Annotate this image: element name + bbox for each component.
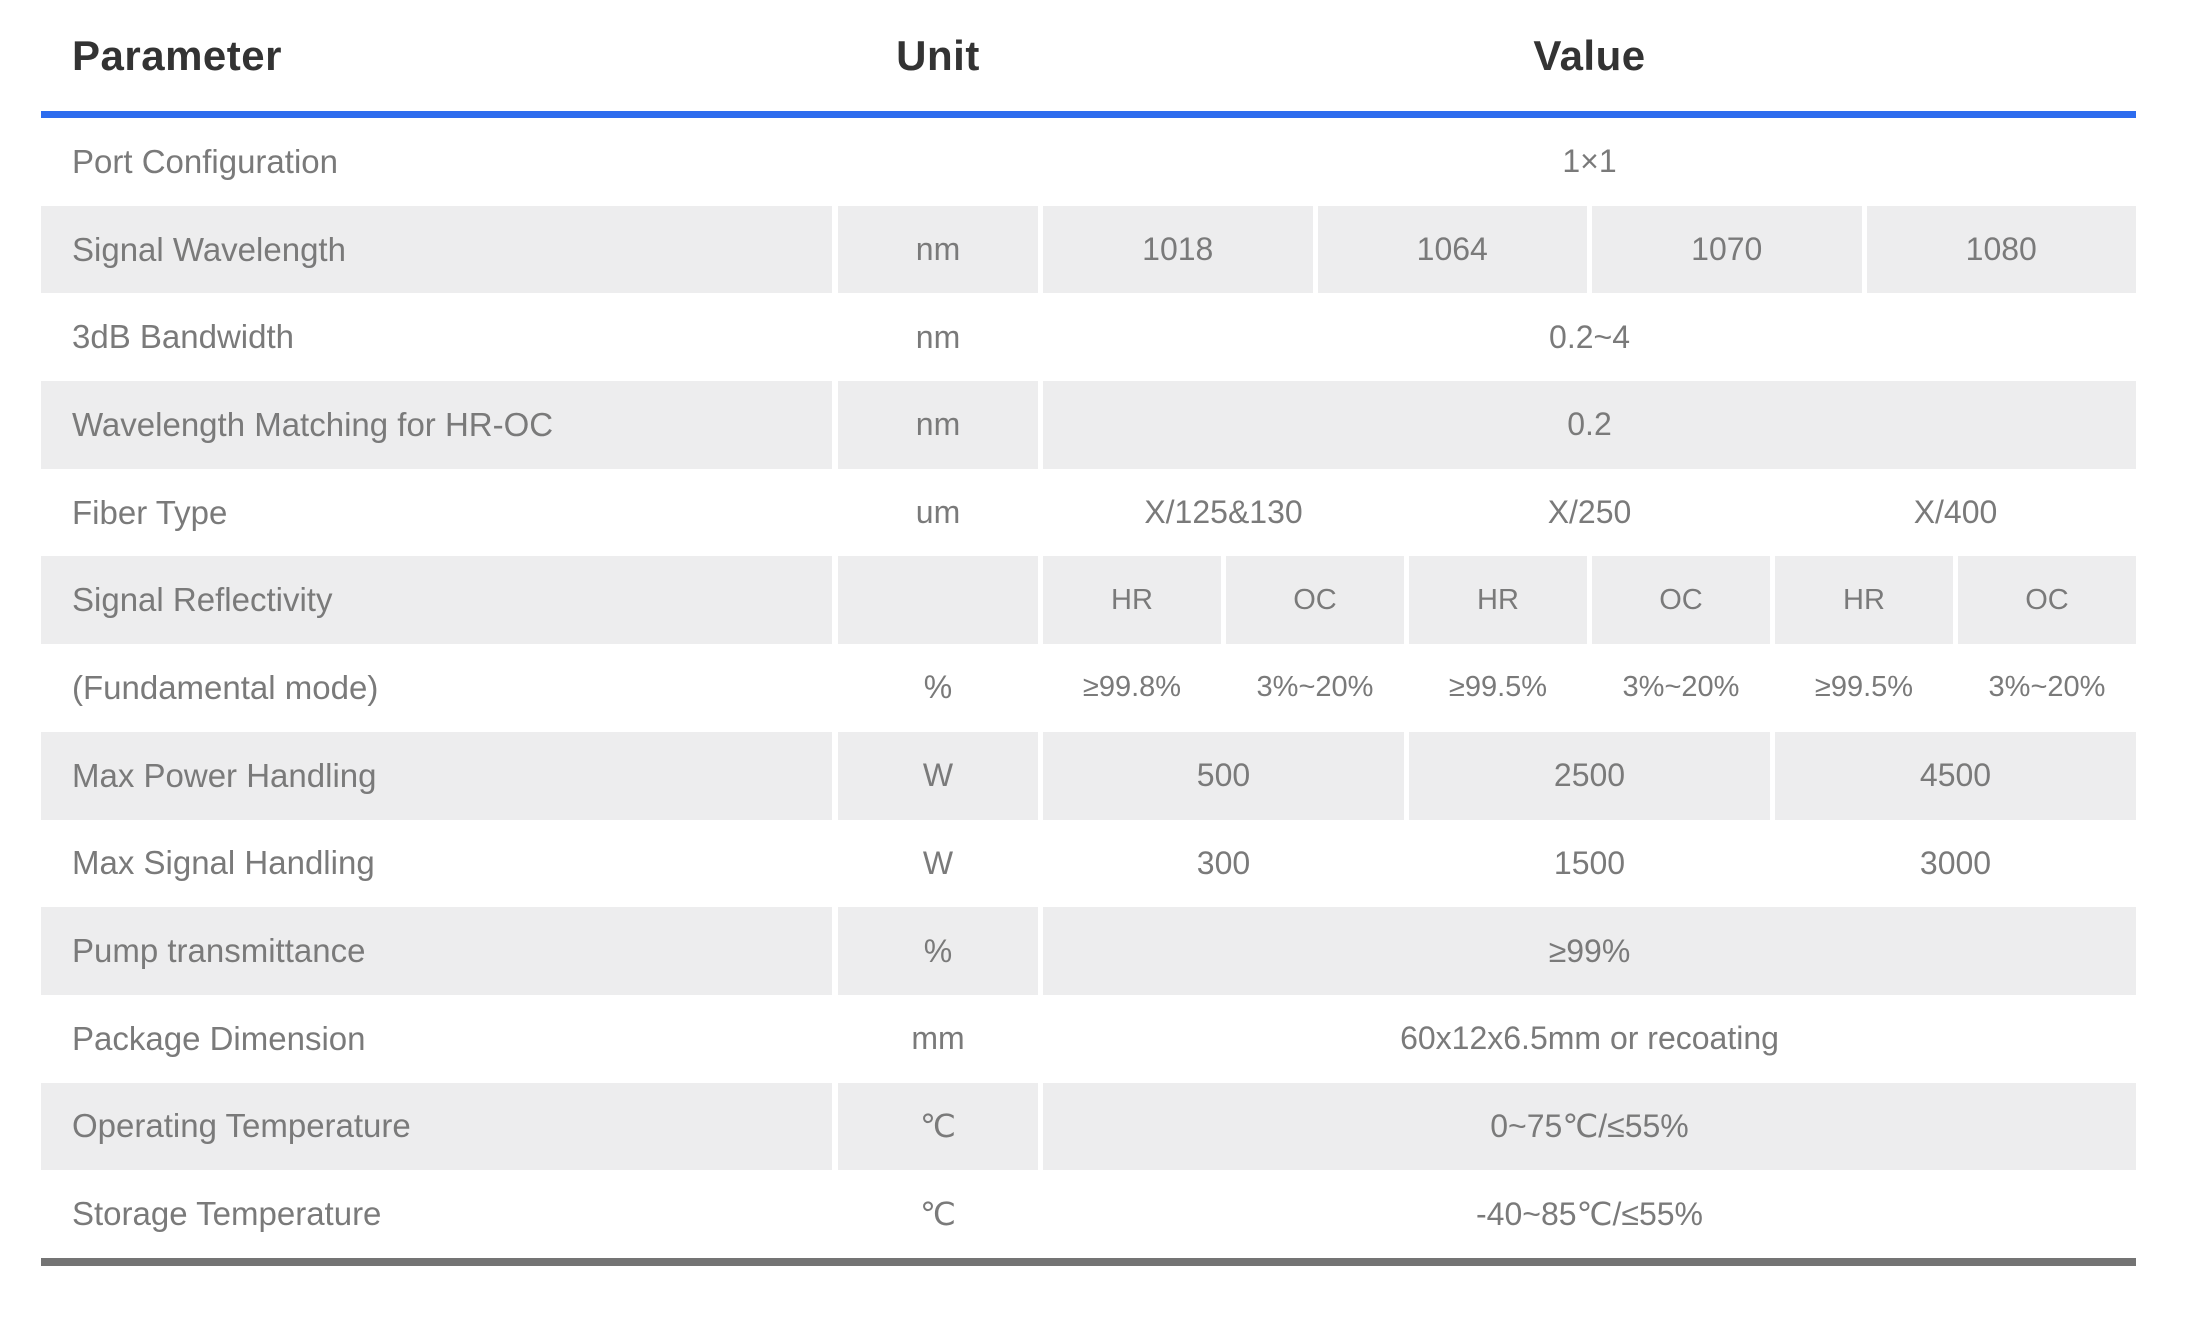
value-cell: ≥99.8% <box>1082 671 1182 704</box>
header-unit: Unit <box>896 31 980 79</box>
value-cell: ≥99.5% <box>1814 671 1914 704</box>
unit-cell: W <box>838 731 1038 820</box>
value-cell: 0~75℃/≤55% <box>1043 1082 2136 1171</box>
value-cell: OC <box>1226 556 1404 645</box>
value-cells: ≥99.8% 3%~20% ≥99.5% 3%~20% ≥99.5% 3%~20% <box>1043 644 2136 732</box>
value-cell: 1×1 <box>1562 143 1617 180</box>
value-cells: 300 1500 3000 <box>1043 820 2136 908</box>
value-cell: ≥99.5% <box>1448 671 1548 704</box>
table-bottom-rule <box>41 1257 2136 1266</box>
parameter-cell: Port Configuration <box>72 142 338 180</box>
parameter-cell: Wavelength Matching for HR-OC <box>41 381 832 469</box>
value-cells: 1018 1064 1070 1080 <box>1043 205 2136 294</box>
parameter-cell: Fiber Type <box>72 493 228 531</box>
unit-cell: W <box>922 844 954 881</box>
value-cells: -40~85℃/≤55% <box>1043 1170 2136 1258</box>
parameter-cell: Package Dimension <box>72 1019 366 1057</box>
value-cell: 1064 <box>1317 205 1587 294</box>
value-cell: HR <box>1043 556 1221 645</box>
value-cell: X/250 <box>1547 494 1632 531</box>
value-cell: 60x12x6.5mm or recoating <box>1400 1020 1779 1057</box>
value-cells: 60x12x6.5mm or recoating <box>1043 995 2136 1083</box>
value-cells: ≥99% <box>1043 907 2136 995</box>
value-cell: 3%~20% <box>1622 671 1740 704</box>
table-row: Pump transmittance % ≥99% <box>41 907 2136 995</box>
table-row: Max Power Handling W 500 2500 4500 <box>41 731 2136 820</box>
value-cell: X/400 <box>1913 494 1998 531</box>
value-cell: 0.2 <box>1043 381 2136 469</box>
value-cell: 3%~20% <box>1988 671 2106 704</box>
value-cell: 500 <box>1043 731 1404 820</box>
value-cell: ≥99% <box>1043 907 2136 995</box>
table-header-row: Parameter Unit Value <box>41 0 2136 118</box>
value-cells: HR OC HR OC HR OC <box>1043 556 2136 645</box>
unit-cell: nm <box>838 205 1038 294</box>
header-parameter: Parameter <box>72 31 282 79</box>
value-cells: X/125&130 X/250 X/400 <box>1043 469 2136 557</box>
header-value: Value <box>1533 31 1646 79</box>
table-row: Package Dimension mm 60x12x6.5mm or reco… <box>41 995 2136 1083</box>
parameter-cell: (Fundamental mode) <box>72 668 379 706</box>
value-cells: 1×1 <box>1043 118 2136 206</box>
value-cells: 0~75℃/≤55% <box>1043 1082 2136 1171</box>
value-cell: -40~85℃/≤55% <box>1476 1196 1703 1233</box>
parameter-cell: Storage Temperature <box>72 1195 382 1233</box>
table-row: Operating Temperature ℃ 0~75℃/≤55% <box>41 1082 2136 1171</box>
table-row: 3dB Bandwidth nm 0.2~4 <box>41 293 2136 381</box>
value-cell: 3000 <box>1919 844 1992 881</box>
value-cell: 4500 <box>1775 731 2136 820</box>
table-row: Port Configuration 1×1 <box>41 118 2136 206</box>
value-cell: OC <box>1592 556 1770 645</box>
value-cell: X/125&130 <box>1144 494 1303 531</box>
value-cell: OC <box>1958 556 2136 645</box>
table-row: Signal Reflectivity HR OC HR OC HR OC <box>41 556 2136 645</box>
parameter-cell: Pump transmittance <box>41 907 832 995</box>
unit-cell: nm <box>838 381 1038 469</box>
value-cell: 2500 <box>1409 731 1770 820</box>
unit-cell: % <box>923 669 953 706</box>
unit-cell: ℃ <box>920 1196 956 1233</box>
unit-cell <box>838 118 1038 206</box>
parameter-cell: Signal Wavelength <box>41 205 832 294</box>
table-row: Max Signal Handling W 300 1500 3000 <box>41 820 2136 908</box>
table-body: Port Configuration 1×1 Signal Wavelength… <box>41 118 2136 1258</box>
value-cell: 3%~20% <box>1256 671 1374 704</box>
table-row: Signal Wavelength nm 1018 1064 1070 1080 <box>41 205 2136 294</box>
table-row: Fiber Type um X/125&130 X/250 X/400 <box>41 469 2136 557</box>
unit-cell <box>838 556 1038 645</box>
value-cell: HR <box>1409 556 1587 645</box>
parameter-cell: Signal Reflectivity <box>41 556 832 645</box>
value-cell: 300 <box>1196 844 1251 881</box>
table-row: (Fundamental mode) % ≥99.8% 3%~20% ≥99.5% 3… <box>41 644 2136 732</box>
unit-cell: % <box>838 907 1038 995</box>
value-cells: 500 2500 4500 <box>1043 731 2136 820</box>
parameter-cell: Max Power Handling <box>41 731 832 820</box>
value-cell: 1500 <box>1553 844 1626 881</box>
table-row: Storage Temperature ℃ -40~85℃/≤55% <box>41 1170 2136 1258</box>
value-cell: 0.2~4 <box>1549 318 1630 355</box>
parameter-cell: Max Signal Handling <box>72 844 375 882</box>
unit-cell: nm <box>915 318 961 355</box>
value-cell: 1080 <box>1866 205 2136 294</box>
unit-cell: mm <box>911 1020 965 1057</box>
parameter-cell: Operating Temperature <box>41 1082 832 1171</box>
value-cell: 1018 <box>1043 205 1313 294</box>
value-cell: 1070 <box>1592 205 1862 294</box>
value-cells: 0.2 <box>1043 381 2136 469</box>
unit-cell: um <box>915 494 961 531</box>
table-row: Wavelength Matching for HR-OC nm 0.2 <box>41 381 2136 469</box>
spec-table: Parameter Unit Value Port Configuration … <box>41 0 2136 1266</box>
value-cell: HR <box>1775 556 1953 645</box>
value-cells: 0.2~4 <box>1043 293 2136 381</box>
unit-cell: ℃ <box>838 1082 1038 1171</box>
parameter-cell: 3dB Bandwidth <box>72 318 294 356</box>
